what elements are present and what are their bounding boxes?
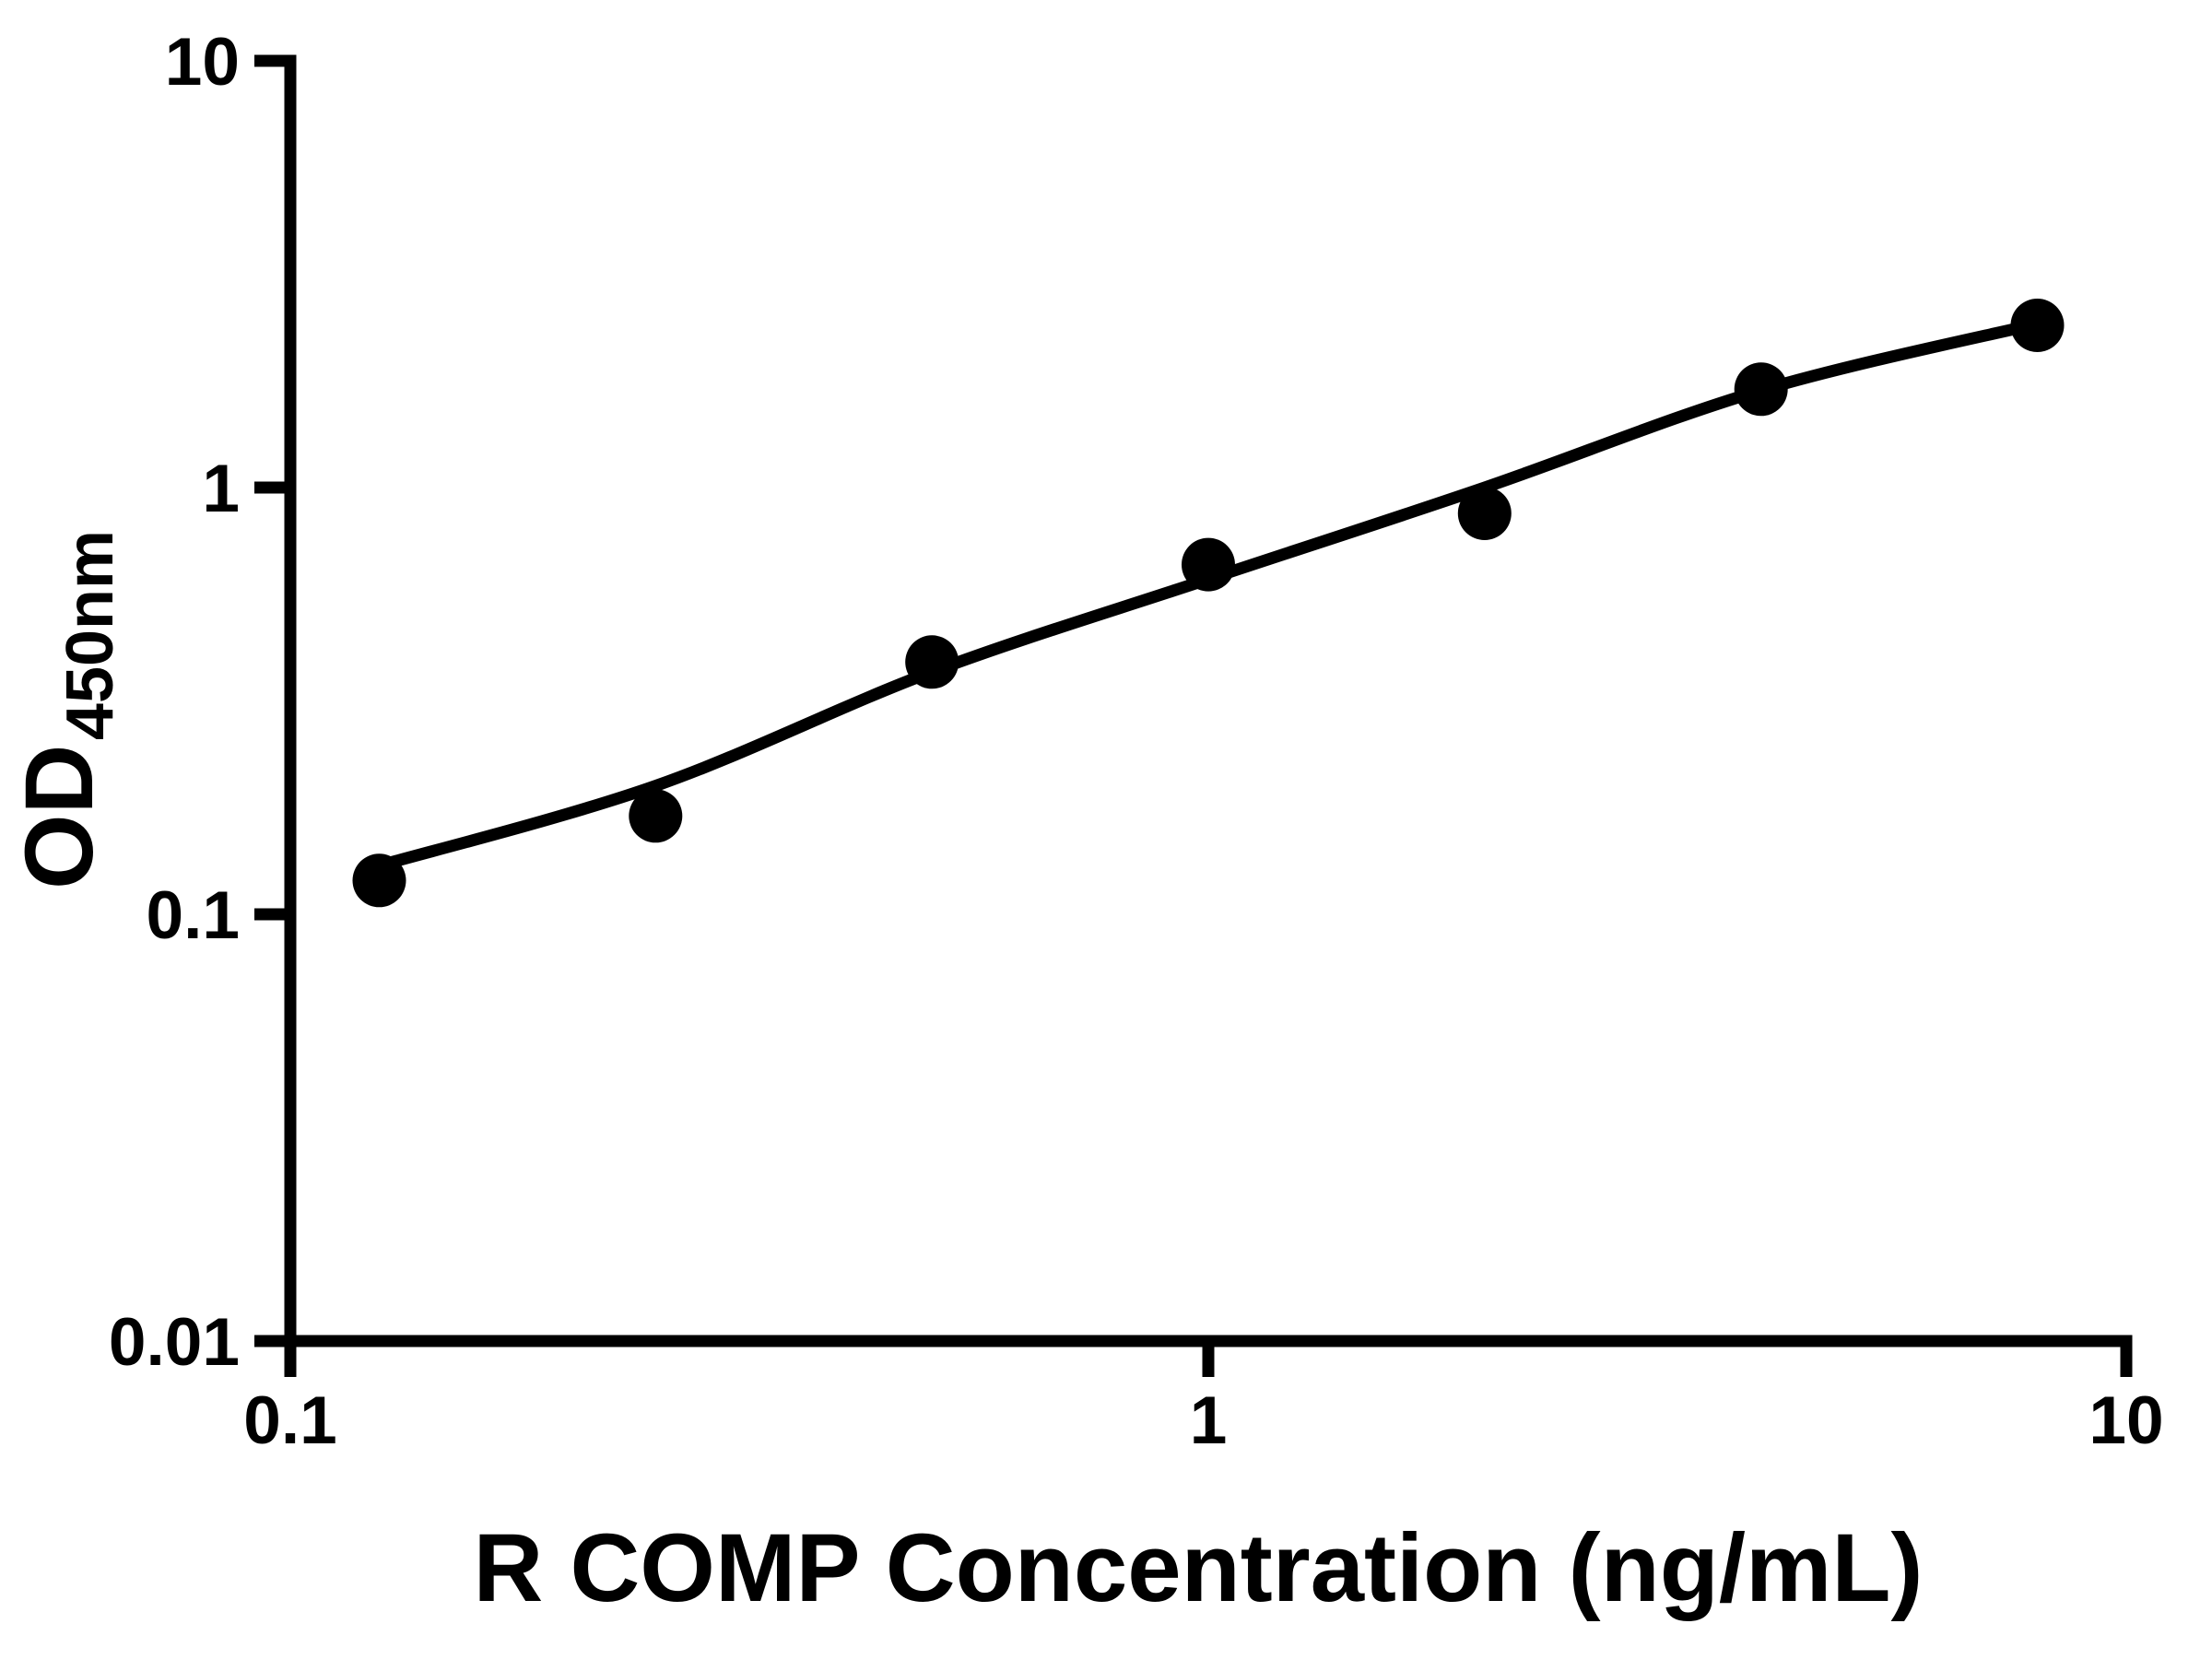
data-points — [352, 299, 2065, 908]
y-axis-title: OD 450nm — [6, 530, 127, 889]
x-tick-labels: 0.1 1 10 — [243, 1383, 2163, 1458]
y-tick-label: 1 — [202, 452, 240, 526]
data-point — [629, 789, 683, 843]
y-axis-title-subscript: 450nm — [53, 530, 127, 740]
axes — [254, 54, 2133, 1377]
x-tick-label: 1 — [1190, 1383, 1228, 1458]
x-axis-title: R COMP Concentration (ng/mL) — [473, 1514, 1923, 1622]
data-point — [1457, 487, 1512, 540]
y-tick-label: 10 — [165, 25, 240, 100]
x-tick-label: 0.1 — [243, 1383, 336, 1458]
y-tick-label: 0.01 — [109, 1305, 240, 1380]
y-tick-label: 0.1 — [147, 878, 240, 953]
y-axis-title-main: OD — [6, 745, 113, 890]
data-point — [352, 853, 406, 908]
data-point — [905, 635, 959, 689]
data-point — [1182, 537, 1235, 592]
x-tick-label: 10 — [2088, 1383, 2163, 1458]
data-point — [2010, 299, 2065, 352]
data-point — [1734, 362, 1788, 417]
y-tick-labels: 10 1 0.1 0.01 — [109, 25, 240, 1380]
